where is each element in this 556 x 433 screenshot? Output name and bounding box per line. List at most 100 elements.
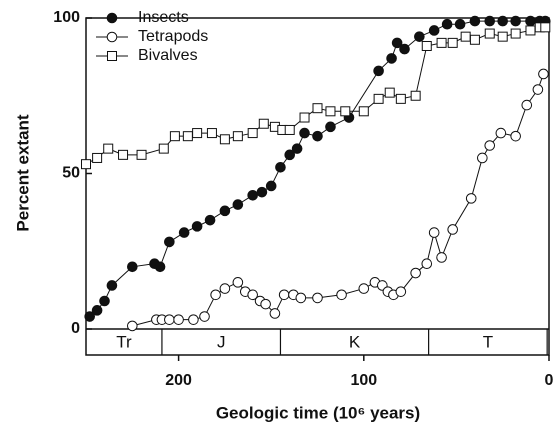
data-point — [465, 193, 477, 204]
x-tick-label: 0 — [545, 372, 554, 389]
series-line — [89, 20, 546, 317]
period-label: J — [217, 332, 226, 351]
data-point — [169, 131, 180, 142]
y-tick-label: 50 — [62, 165, 80, 182]
data-point — [399, 43, 410, 55]
data-point — [178, 227, 190, 238]
data-point — [447, 37, 458, 48]
data-point — [325, 121, 336, 133]
data-point — [182, 131, 193, 142]
period-label: T — [483, 332, 493, 351]
data-point — [410, 267, 421, 279]
data-point — [232, 131, 243, 142]
data-point — [256, 186, 268, 198]
data-point — [510, 130, 521, 142]
data-point — [199, 311, 210, 322]
data-point — [428, 25, 440, 36]
data-point — [299, 112, 310, 123]
y-tick-label: 100 — [53, 9, 80, 26]
data-point — [358, 106, 369, 117]
data-point — [232, 277, 244, 288]
plot-frame — [85, 17, 550, 356]
data-point — [299, 127, 310, 139]
data-point — [260, 298, 271, 310]
data-point — [258, 118, 269, 129]
data-point — [312, 130, 323, 142]
data-point — [410, 90, 421, 101]
data-point — [510, 15, 521, 27]
data-point — [421, 258, 433, 269]
data-point — [106, 280, 118, 291]
data-point — [469, 34, 480, 45]
legend-marker — [106, 31, 118, 43]
legend-label: Insects — [138, 9, 189, 26]
data-point — [384, 87, 395, 98]
data-point — [428, 227, 440, 238]
data-point — [373, 93, 384, 104]
data-point — [127, 261, 138, 273]
data-point — [441, 18, 453, 30]
legend-label: Bivalves — [138, 47, 198, 64]
data-point — [497, 15, 509, 27]
x-tick-label: 200 — [165, 372, 192, 389]
data-point — [538, 68, 549, 80]
data-point — [414, 31, 425, 42]
data-point — [99, 295, 110, 307]
data-point — [247, 128, 258, 139]
legend-marker — [106, 12, 118, 24]
data-point — [247, 289, 258, 301]
legend-marker — [107, 51, 117, 61]
x-axis-label: Geologic time (10⁶ years) — [216, 403, 420, 422]
data-point — [103, 143, 114, 154]
data-point — [497, 31, 508, 42]
data-point — [295, 292, 307, 304]
data-point — [373, 65, 384, 77]
data-point — [247, 189, 258, 201]
data-point — [118, 149, 129, 160]
data-point — [210, 289, 221, 301]
data-point — [278, 289, 290, 301]
period-label: K — [349, 332, 361, 351]
data-point — [391, 37, 403, 49]
data-point — [92, 152, 103, 163]
data-point — [510, 28, 521, 39]
data-point — [469, 15, 481, 27]
data-point — [204, 214, 216, 226]
y-tick-label: 0 — [71, 320, 80, 337]
y-axis-label: Percent extant — [13, 114, 32, 231]
data-point — [284, 124, 295, 135]
data-point — [484, 15, 496, 27]
data-point — [291, 143, 303, 154]
data-point — [275, 161, 286, 173]
data-point — [91, 305, 103, 316]
data-point — [436, 252, 447, 263]
data-point — [312, 103, 323, 114]
data-point — [219, 134, 230, 145]
data-point — [484, 140, 496, 151]
data-point — [127, 320, 138, 332]
data-point — [284, 149, 296, 161]
data-point — [192, 128, 203, 139]
data-point — [477, 152, 488, 164]
data-point — [164, 236, 175, 248]
data-point — [484, 28, 495, 39]
x-tick-label: 100 — [350, 372, 377, 389]
data-point — [265, 180, 277, 192]
data-point — [395, 93, 406, 104]
legend-label: Tetrapods — [138, 28, 208, 45]
data-point — [269, 308, 281, 319]
data-point — [232, 199, 244, 210]
data-point — [447, 224, 458, 235]
data-point — [521, 99, 533, 111]
data-point — [340, 106, 351, 117]
data-point — [154, 261, 166, 273]
data-point — [136, 149, 147, 160]
data-point — [395, 286, 407, 297]
data-point — [84, 311, 96, 322]
data-point — [312, 292, 323, 304]
data-point — [540, 22, 551, 33]
data-point — [336, 289, 347, 301]
data-point — [532, 84, 544, 95]
data-point — [421, 40, 432, 51]
data-point — [495, 127, 507, 139]
